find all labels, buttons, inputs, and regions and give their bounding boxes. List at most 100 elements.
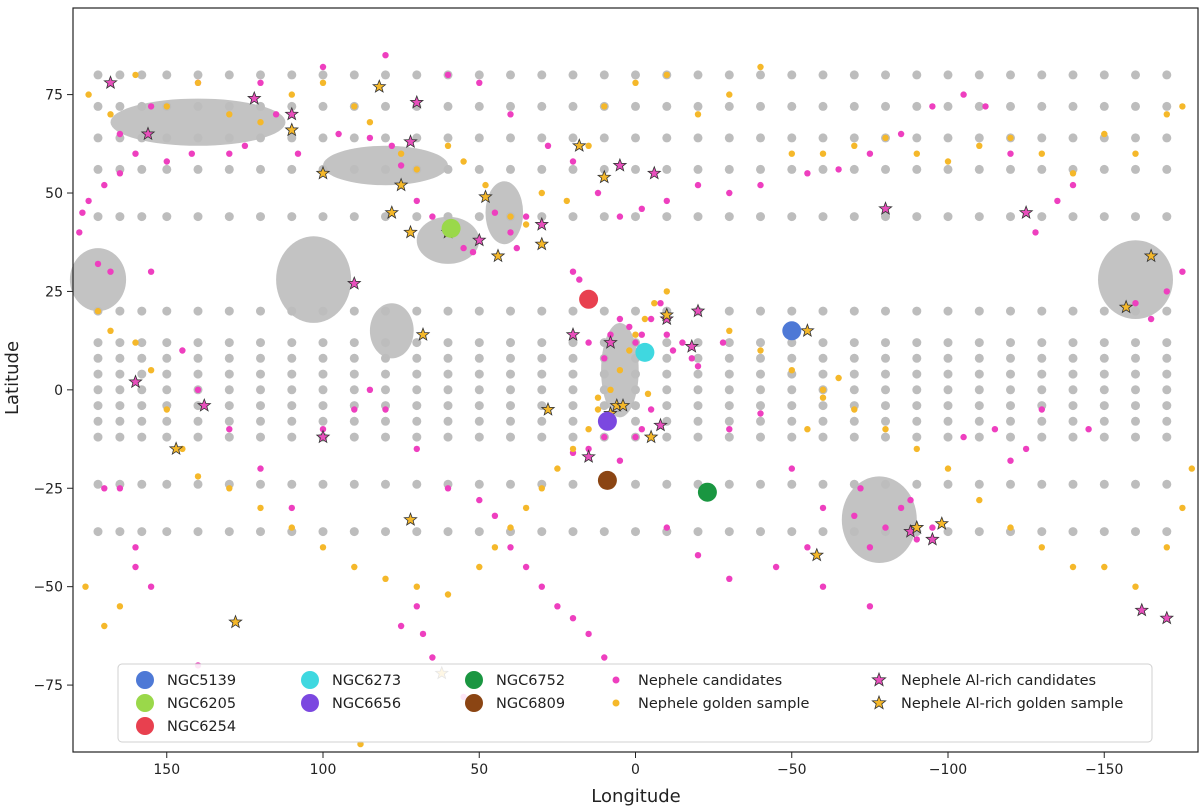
- candidate-point: [726, 189, 733, 197]
- footprint-field: [818, 527, 828, 537]
- footprint-field: [724, 479, 734, 489]
- footprint-field: [349, 212, 359, 222]
- candidate-point: [513, 244, 520, 252]
- footprint-field: [818, 353, 828, 363]
- footprint-field: [115, 353, 125, 363]
- golden-sample-point: [476, 563, 483, 571]
- footprint-field: [537, 164, 547, 174]
- candidate-point: [1007, 457, 1014, 464]
- cluster-ngc6205: [441, 218, 461, 238]
- footprint-field: [1037, 338, 1047, 348]
- al-rich-candidate-star: [128, 374, 143, 389]
- al-rich-golden-star: [596, 169, 612, 184]
- footprint-field: [693, 385, 703, 395]
- al-rich-golden-star: [168, 441, 184, 456]
- golden-sample-point: [319, 544, 327, 551]
- footprint-field: [631, 133, 640, 143]
- footprint-field: [93, 369, 103, 379]
- al-rich-candidate-star: [284, 106, 300, 121]
- footprint-field: [1131, 432, 1140, 442]
- footprint-field: [1006, 479, 1015, 489]
- footprint-field: [756, 101, 765, 111]
- footprint-region: [323, 145, 448, 186]
- footprint-field: [693, 164, 703, 174]
- footprint-field: [662, 164, 672, 174]
- golden-sample-point: [563, 197, 570, 205]
- cluster-ngc5139: [782, 321, 802, 341]
- candidate-point: [1085, 426, 1092, 433]
- candidate-point: [188, 150, 195, 157]
- golden-sample-point: [132, 71, 139, 79]
- footprint-field: [881, 164, 890, 174]
- footprint-field: [974, 432, 984, 442]
- footprint-field: [1037, 164, 1047, 174]
- al-rich-golden-star: [228, 614, 243, 629]
- footprint-field: [115, 416, 125, 426]
- footprint-field: [349, 306, 359, 316]
- footprint-field: [1068, 401, 1078, 411]
- golden-sample-point: [757, 63, 764, 71]
- footprint-field: [137, 70, 147, 80]
- candidate-point: [982, 103, 989, 110]
- golden-sample-point: [757, 347, 764, 354]
- golden-sample-point: [819, 150, 827, 157]
- candidate-point: [638, 426, 645, 433]
- footprint-field: [1162, 527, 1172, 537]
- footprint-field: [818, 369, 828, 379]
- y-tick-label: 75: [45, 88, 63, 104]
- candidate-point: [413, 603, 420, 610]
- footprint-field: [724, 212, 734, 222]
- legend-marker-star: [871, 694, 887, 710]
- footprint-field: [443, 369, 453, 379]
- footprint-field: [1162, 164, 1172, 174]
- candidate-point: [913, 536, 920, 543]
- footprint-field: [943, 306, 953, 316]
- footprint-field: [256, 306, 265, 316]
- candidate-point: [585, 339, 592, 346]
- al-rich-golden-star: [909, 519, 924, 534]
- candidate-point: [522, 563, 530, 571]
- al-rich-golden-star: [393, 177, 409, 192]
- candidate-point: [476, 79, 483, 87]
- footprint-field: [1037, 385, 1047, 395]
- footprint-field: [1037, 212, 1047, 222]
- footprint-field: [818, 101, 828, 111]
- footprint-field: [137, 164, 147, 174]
- candidate-point: [601, 433, 608, 441]
- footprint-field: [193, 416, 203, 426]
- footprint-field: [1131, 70, 1140, 80]
- footprint-field: [474, 353, 484, 363]
- al-rich-candidate-star: [603, 334, 618, 349]
- golden-sample-point: [835, 374, 842, 382]
- footprint-field: [349, 527, 359, 537]
- al-rich-golden-star: [615, 397, 631, 412]
- footprint-field: [974, 306, 984, 316]
- footprint-field: [1006, 401, 1015, 411]
- golden-sample-point: [644, 390, 652, 397]
- footprint-field: [818, 70, 828, 80]
- footprint-field: [162, 385, 172, 395]
- footprint-field: [537, 338, 547, 348]
- candidate-point: [638, 205, 645, 212]
- footprint-field: [115, 401, 125, 411]
- golden-sample-point: [788, 150, 795, 157]
- candidate-point: [351, 406, 358, 413]
- footprint-field: [1131, 353, 1140, 363]
- footprint-field: [881, 369, 890, 379]
- footprint-field: [287, 164, 297, 174]
- footprint-field: [381, 70, 390, 80]
- candidate-point: [522, 213, 530, 220]
- candidate-point: [719, 339, 727, 346]
- footprint-field: [412, 353, 422, 363]
- footprint-field: [974, 416, 984, 426]
- footprint-field: [1037, 133, 1047, 143]
- candidate-point: [1054, 197, 1061, 205]
- footprint-field: [943, 101, 953, 111]
- candidate-point: [507, 229, 514, 236]
- candidate-point: [616, 457, 624, 464]
- footprint-field: [599, 133, 609, 143]
- footprint-field: [412, 70, 422, 80]
- footprint-field: [318, 212, 328, 222]
- footprint-field: [724, 70, 734, 80]
- golden-sample-point: [1179, 103, 1186, 110]
